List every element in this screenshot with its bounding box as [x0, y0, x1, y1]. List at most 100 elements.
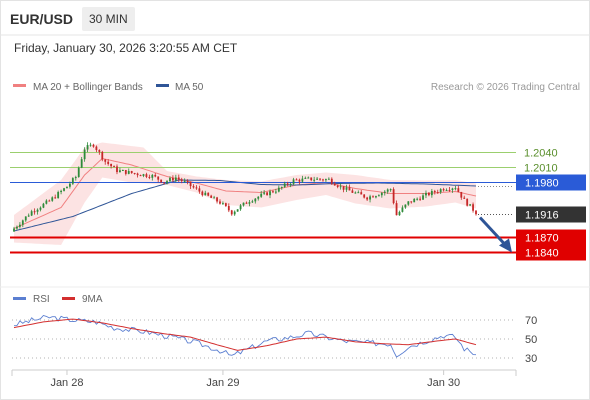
symbol-title: EUR/USD: [10, 11, 74, 27]
candle-body: [454, 188, 457, 190]
pivot-label: 1.1980: [525, 178, 559, 190]
rsi-ma-legend-swatch: [62, 297, 75, 300]
candle-body: [21, 220, 24, 225]
rsi-legend-swatch: [13, 297, 26, 300]
candle-body: [330, 178, 333, 184]
candle-body: [395, 203, 398, 216]
candle-body: [410, 201, 413, 203]
timestamp: Friday, January 30, 2026 3:20:55 AM CET: [14, 41, 238, 55]
candle-body: [148, 176, 151, 178]
candle-body: [216, 197, 218, 202]
candle-body: [289, 183, 292, 185]
support-label-box: [516, 229, 586, 246]
candle-body: [154, 174, 157, 177]
candle-body: [430, 191, 433, 196]
candle-body: [322, 179, 324, 181]
candle-body: [280, 186, 283, 188]
candle-body: [298, 179, 301, 182]
candle-body: [136, 173, 139, 176]
candle-body: [257, 196, 260, 199]
header: EUR/USD 30 MIN: [0, 0, 590, 36]
candle-body: [283, 183, 286, 187]
candle-body: [263, 192, 266, 194]
pivot-label-box: [516, 174, 586, 191]
candle-body: [377, 195, 380, 197]
candle-body: [86, 145, 89, 150]
candle-body: [336, 185, 339, 187]
candle-body: [16, 226, 18, 229]
forecast-arrow-head: [499, 238, 512, 253]
candle-body: [457, 188, 460, 192]
candle-body: [213, 197, 216, 199]
candle-body: [439, 189, 442, 193]
candle-body: [160, 179, 163, 183]
support-label-box: [516, 244, 586, 261]
x-tick-label: Jan 30: [427, 377, 460, 389]
candle-body: [95, 146, 98, 151]
candle-body: [272, 191, 274, 193]
candle-body: [186, 181, 189, 183]
ma20-legend-swatch: [13, 84, 26, 87]
candle-body: [242, 202, 245, 206]
candle-body: [286, 183, 289, 185]
candle-body: [407, 201, 410, 205]
candle-body: [54, 197, 57, 199]
candle-body: [351, 190, 354, 193]
candle-body: [248, 202, 251, 204]
candle-body: [133, 173, 136, 175]
candle-body: [39, 207, 42, 210]
candle-body: [422, 195, 424, 200]
candle-body: [466, 198, 469, 206]
candle-body: [183, 181, 186, 183]
candle-body: [389, 189, 392, 191]
candle-body: [71, 178, 74, 184]
candle-body: [110, 163, 113, 167]
candle-body: [210, 195, 213, 198]
ma20-legend-label: MA 20 + Bollinger Bands: [33, 82, 143, 93]
candle-body: [472, 204, 474, 211]
candle-body: [386, 189, 389, 192]
candle-body: [316, 178, 319, 180]
candle-body: [92, 144, 95, 147]
candle-body: [251, 201, 254, 203]
candle-body: [451, 188, 454, 190]
x-tick-label: Jan 29: [206, 377, 239, 389]
candle-body: [333, 183, 336, 186]
timeframe-badge[interactable]: 30 MIN: [82, 7, 135, 31]
candle-body: [428, 192, 430, 196]
candle-body: [236, 209, 239, 212]
rsi-panel: 70 50 30: [12, 314, 537, 365]
support-label: 1.1840: [525, 248, 559, 260]
candle-body: [89, 144, 92, 146]
candle-body: [292, 179, 295, 184]
candle-body: [130, 171, 133, 174]
rsi-ma-legend-label: 9MA: [82, 294, 103, 305]
candle-body: [151, 174, 154, 178]
candle-body: [398, 211, 401, 216]
candle-body: [354, 192, 357, 194]
candle-body: [201, 191, 204, 196]
candle-body: [380, 192, 383, 196]
attribution: Research © 2026 Trading Central: [431, 82, 580, 93]
candle-body: [319, 178, 321, 180]
candle-body: [363, 194, 366, 198]
candle-body: [207, 192, 210, 196]
candle-body: [260, 193, 263, 197]
candle-body: [269, 191, 271, 196]
forecast-arrow: [478, 216, 512, 253]
forecast-arrow-shaft: [478, 216, 507, 246]
candle-body: [463, 197, 466, 199]
main-legend: MA 20 + Bollinger Bands MA 50 Research ©…: [13, 82, 580, 93]
candle-body: [107, 161, 110, 164]
candle-body: [254, 198, 257, 202]
candle-body: [13, 228, 15, 232]
candle-body: [345, 187, 348, 190]
candle-body: [310, 177, 313, 181]
candle-body: [360, 192, 363, 195]
candle-body: [266, 192, 268, 196]
candle-body: [18, 224, 21, 227]
candle-body: [325, 179, 327, 181]
ma20-line: [13, 157, 477, 229]
candle-body: [239, 205, 242, 210]
